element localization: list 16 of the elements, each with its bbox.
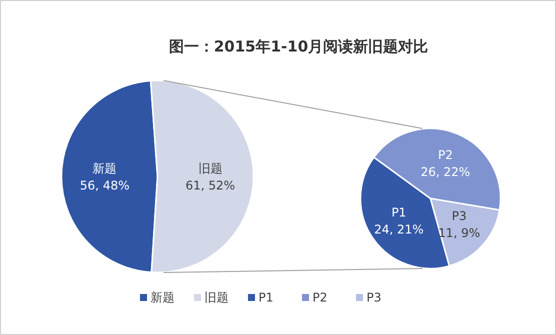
- legend-label: P2: [312, 290, 328, 304]
- category-label: P1: [258, 290, 274, 304]
- data-label: 11, 9%: [438, 226, 480, 240]
- legend-label: P3: [366, 290, 382, 304]
- legend-label: 新题: [150, 290, 174, 304]
- data-label: 24, 21%: [374, 222, 424, 236]
- legend-label: 旧题: [204, 290, 228, 304]
- data-label: 26, 22%: [420, 165, 470, 179]
- data-label: 56, 48%: [80, 178, 130, 193]
- slice-label: P3: [452, 209, 467, 224]
- slice-label: P2: [438, 148, 453, 162]
- data-label: 61, 52%: [186, 178, 236, 192]
- text: 图一：2015年1-10月阅读新旧题对比: [168, 38, 428, 56]
- slice-label: 旧题: [198, 161, 222, 176]
- slice-label: 新题: [92, 162, 117, 176]
- slice-label: P1: [391, 205, 406, 220]
